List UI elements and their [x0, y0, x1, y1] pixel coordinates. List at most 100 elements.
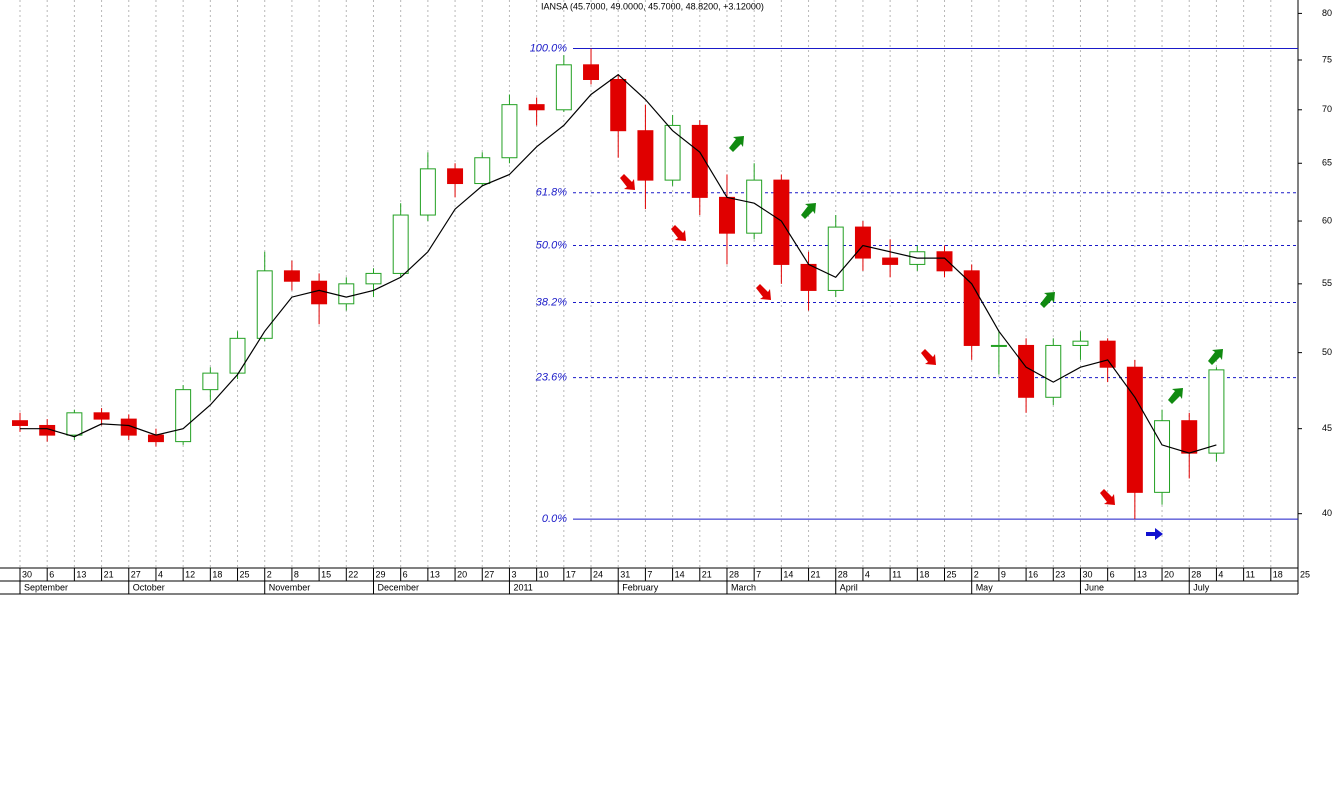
candle-body	[256, 270, 273, 339]
candle-body	[854, 226, 871, 259]
candle-body	[120, 418, 137, 436]
x-tick-label: 9	[1001, 569, 1006, 579]
x-tick-label: 25	[240, 569, 250, 579]
x-group-label: 2011	[513, 582, 532, 592]
x-tick-label: 14	[675, 569, 685, 579]
candle-body	[501, 104, 518, 159]
candle-body	[882, 257, 899, 265]
candle-body	[12, 420, 28, 426]
y-tick-label: 75	[1322, 54, 1332, 64]
sell-arrow	[1100, 489, 1115, 505]
buy-arrow	[729, 136, 744, 152]
x-tick-label: 4	[158, 569, 163, 579]
candle-body	[311, 280, 328, 305]
y-tick-label: 65	[1322, 158, 1332, 168]
hold-arrow	[1146, 528, 1163, 540]
x-tick-label: 18	[212, 569, 222, 579]
x-tick-label: 7	[647, 569, 652, 579]
x-tick-label: 20	[1164, 569, 1174, 579]
moving-average	[20, 73, 1217, 454]
candle-body	[1018, 344, 1035, 398]
y-tick-label: 45	[1322, 423, 1332, 433]
x-tick-label: 2	[974, 569, 979, 579]
x-tick-label: 15	[321, 569, 331, 579]
candle-body	[990, 344, 1007, 347]
sell-arrows	[620, 174, 1115, 505]
x-tick-label: 21	[104, 569, 114, 579]
x-tick-label: 11	[1246, 569, 1255, 579]
fib-label: 50.0%	[536, 239, 567, 251]
candle-body	[419, 168, 436, 216]
x-tick-label: 21	[811, 569, 821, 579]
candle-body	[637, 130, 654, 181]
fib-label: 100.0%	[530, 42, 568, 54]
x-tick-label: 12	[185, 569, 195, 579]
candle-body	[1154, 420, 1171, 493]
x-tick-label: 31	[620, 569, 630, 579]
candle-body	[1126, 366, 1143, 493]
x-group-label: November	[269, 582, 311, 592]
x-group-label: December	[377, 582, 419, 592]
candle-body	[555, 64, 572, 111]
x-tick-label: 6	[1110, 569, 1115, 579]
x-tick-label: 17	[566, 569, 576, 579]
candle-body	[202, 372, 219, 391]
y-tick-label: 80	[1322, 8, 1332, 18]
x-tick-label: 27	[131, 569, 141, 579]
candle-body	[610, 78, 627, 132]
fib-label: 38.2%	[536, 296, 567, 308]
x-tick-label: 25	[1300, 569, 1310, 579]
x-tick-label: 25	[947, 569, 957, 579]
candle-body	[719, 196, 735, 234]
candle-body	[175, 389, 192, 443]
x-tick-label: 28	[838, 569, 848, 579]
fib-label: 0.0%	[542, 513, 567, 525]
x-group-label: June	[1084, 582, 1104, 592]
y-tick-label: 70	[1322, 104, 1332, 114]
candle-body	[365, 272, 382, 285]
x-tick-label: 28	[729, 569, 739, 579]
sell-arrow	[921, 349, 936, 365]
x-tick-label: 30	[1082, 569, 1092, 579]
signals	[620, 136, 1223, 540]
candle-body	[1208, 369, 1225, 454]
candle-body	[147, 434, 164, 443]
x-tick-label: 14	[783, 569, 793, 579]
x-tick-label: 10	[539, 569, 549, 579]
candle-body	[800, 263, 817, 291]
buy-arrow	[1208, 349, 1223, 365]
buy-arrow	[801, 203, 816, 219]
x-tick-label: 28	[1191, 569, 1201, 579]
x-tick-label: 23	[1055, 569, 1065, 579]
candle-body	[827, 226, 844, 291]
x-group-label: July	[1193, 582, 1210, 592]
candle-body	[447, 168, 464, 185]
candle-body	[773, 179, 790, 265]
buy-arrow	[1168, 388, 1183, 404]
candle-body	[229, 337, 246, 374]
x-group-label: September	[24, 582, 68, 592]
x-group-label: October	[133, 582, 165, 592]
x-tick-label: 8	[294, 569, 299, 579]
candle-body	[963, 270, 980, 346]
candle-body	[528, 104, 545, 111]
candle-body	[474, 157, 491, 185]
x-group-label: April	[840, 582, 858, 592]
sell-arrow	[620, 174, 635, 190]
x-tick-label: 7	[756, 569, 761, 579]
x-tick-label: 18	[919, 569, 929, 579]
fib-label: 61.8%	[536, 187, 567, 199]
x-tick-label: 30	[22, 569, 32, 579]
candle-body	[583, 64, 599, 80]
y-tick-label: 55	[1322, 278, 1332, 288]
buy-arrow	[1040, 292, 1055, 308]
x-tick-label: 11	[892, 569, 901, 579]
x-tick-label: 13	[430, 569, 440, 579]
x-tick-label: 24	[593, 569, 603, 579]
buy-arrows	[729, 136, 1223, 404]
candle-body	[1099, 340, 1116, 368]
x-tick-label: 4	[865, 569, 870, 579]
candle-body	[936, 251, 953, 272]
candle-body	[93, 412, 110, 420]
